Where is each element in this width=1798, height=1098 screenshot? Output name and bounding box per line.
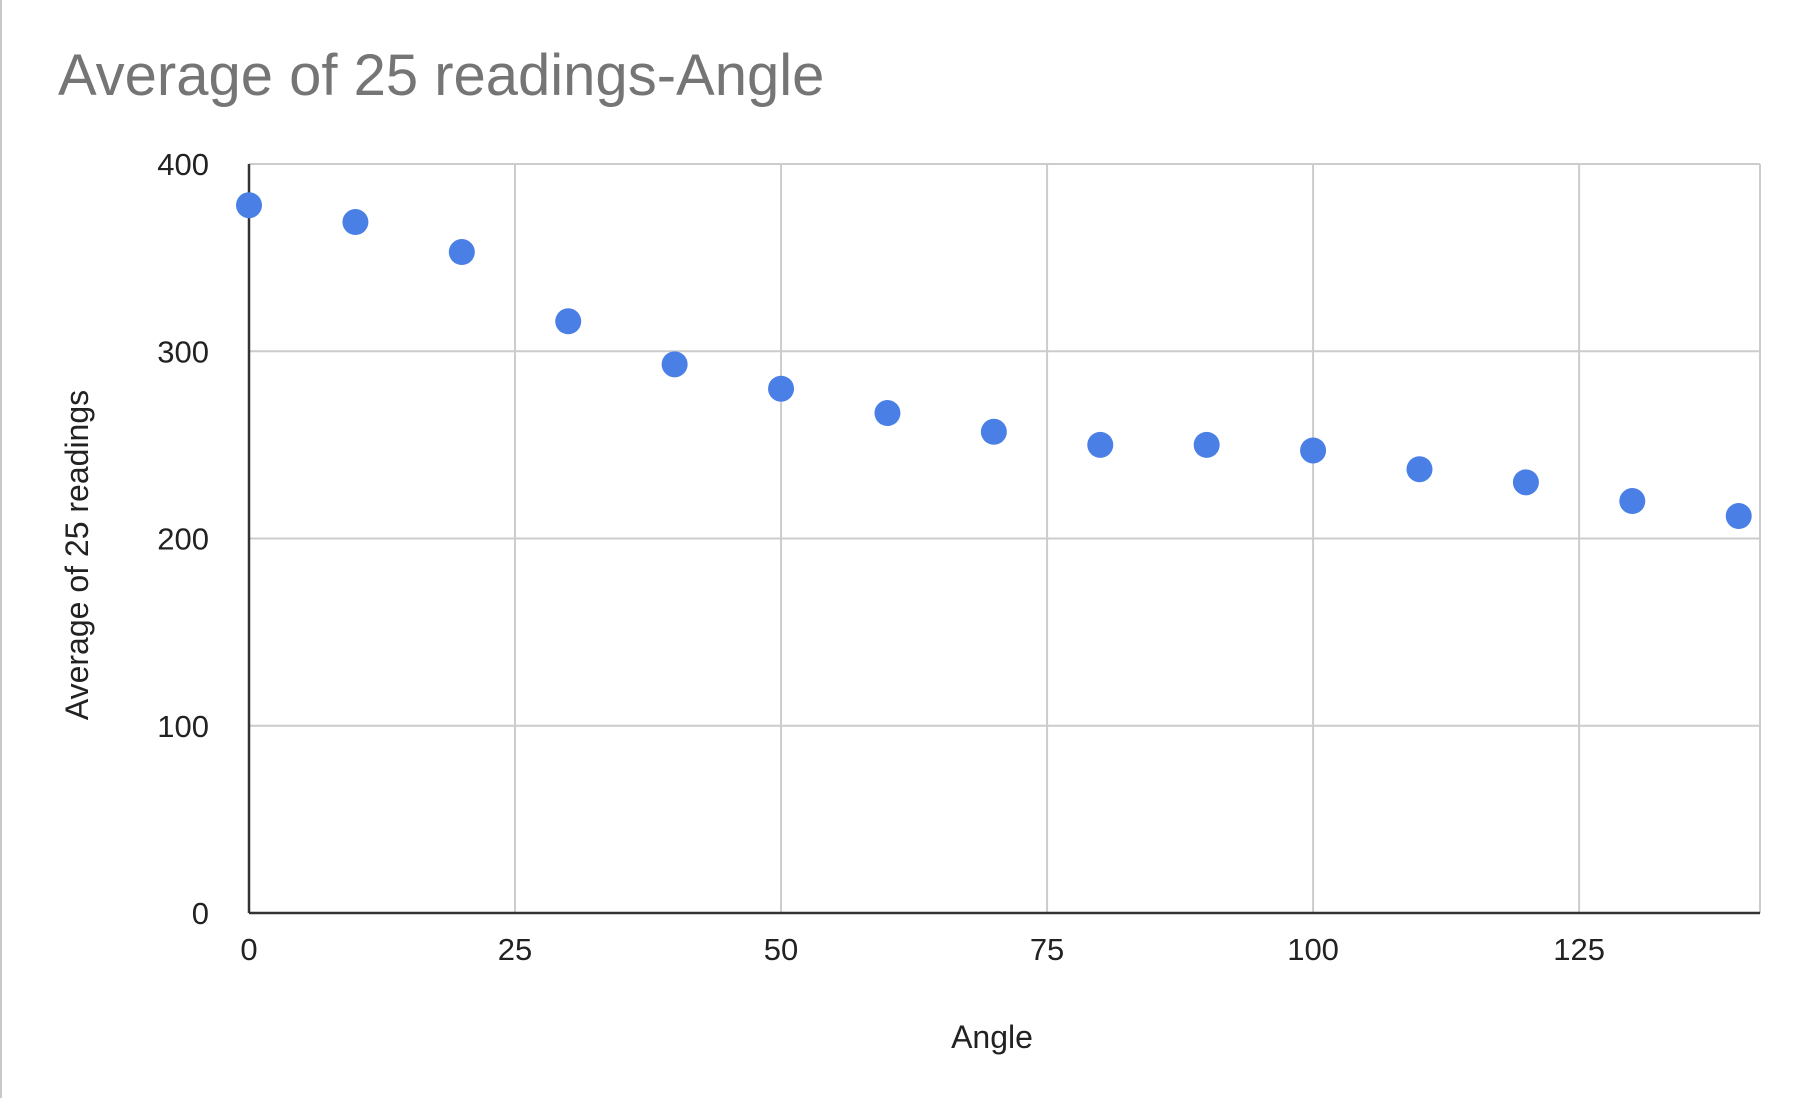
data-point [1406, 456, 1433, 483]
data-point [1087, 431, 1114, 458]
data-point [236, 192, 262, 219]
y-axis-title: Average of 25 readings [59, 390, 95, 720]
y-tick-label: 400 [157, 147, 209, 182]
data-point [1619, 488, 1646, 515]
data-point [768, 375, 795, 402]
data-point [1725, 503, 1752, 530]
x-tick-label: 50 [764, 932, 798, 967]
y-tick-label: 300 [157, 334, 209, 369]
chart-title: Average of 25 readings-Angle [58, 43, 824, 108]
data-point [342, 209, 369, 236]
data-point [1512, 469, 1539, 496]
tick-labels: 0 100 200 300 400 0 25 50 75 100 125 [157, 147, 1605, 967]
data-point [448, 239, 475, 266]
data-point [661, 351, 688, 378]
data-point [555, 308, 582, 335]
x-tick-label: 75 [1030, 932, 1064, 967]
x-tick-label: 125 [1553, 932, 1605, 967]
y-tick-label: 100 [157, 709, 209, 744]
data-point [1300, 437, 1327, 464]
x-tick-label: 0 [240, 932, 257, 967]
x-tick-label: 100 [1287, 932, 1339, 967]
data-point [980, 418, 1007, 445]
data-point [1193, 431, 1220, 458]
x-tick-label: 25 [498, 932, 532, 967]
gridlines [249, 163, 1761, 913]
x-axis-title: Angle [951, 1019, 1033, 1055]
y-tick-label: 200 [157, 522, 209, 557]
data-points [236, 192, 1752, 530]
axes [247, 164, 1760, 915]
data-point [874, 400, 901, 427]
y-tick-label: 0 [192, 896, 209, 931]
